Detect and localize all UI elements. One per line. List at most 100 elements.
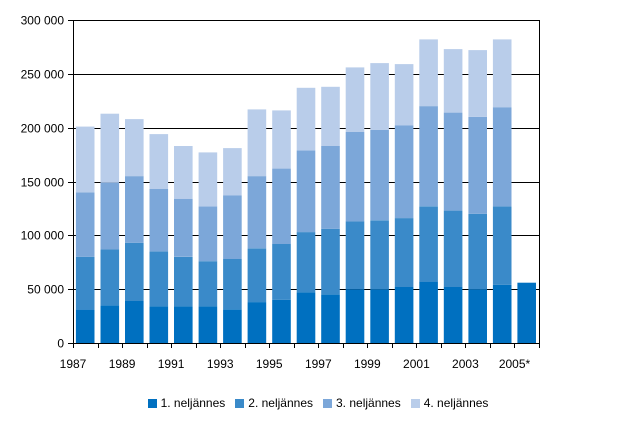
legend-item-q4: 4. neljännes [410,396,489,410]
bar-segment-1993-q4 [223,148,242,196]
bar-segment-1999-q2 [370,220,389,290]
bar-segment-1988-q4 [100,113,120,183]
y-tick-label: 50 000 [27,283,64,297]
bar-segment-1989-q3 [125,176,144,243]
x-tick-label: 1999 [354,357,381,371]
bar-segment-2001-q4 [419,39,438,107]
legend-item-q1: 1. neljännes [147,396,226,410]
bar-segment-1996-q3 [296,150,316,233]
bar-segment-1990-q2 [149,251,169,307]
legend-swatch [235,398,245,408]
bar-segment-1999-q1 [370,289,389,343]
bar-segment-1993-q2 [223,259,242,310]
bar-segment-1995-q4 [272,110,291,169]
x-tick-label: 1995 [256,357,283,371]
bar-segment-2002-q4 [443,49,463,113]
bars [75,39,536,343]
bar-segment-1990-q1 [149,306,169,343]
y-tick-label: 150 000 [21,176,65,190]
bar-segment-1991-q3 [174,198,193,257]
legend-swatch [323,398,332,408]
axes [68,20,540,348]
bar-segment-1987-q3 [75,192,95,257]
y-tick-label: 200 000 [21,122,65,136]
bar-segment-2004-q3 [492,107,512,207]
x-tick-label: 2005* [499,357,531,371]
bar-segment-1997-q3 [321,146,340,229]
bar-segment-2000-q1 [394,287,414,343]
bar-segment-2002-q1 [443,287,463,343]
bar-segment-2004-q4 [492,39,512,108]
x-tick-label: 1989 [109,357,136,371]
bar-segment-2000-q3 [394,125,414,219]
x-tick-label: 1987 [60,357,87,371]
bar-segment-2005-q1 [517,282,536,343]
bar-segment-2002-q3 [443,112,463,211]
bar-segment-1993-q3 [223,195,242,259]
x-tick-label: 2003 [452,357,479,371]
bar-segment-1998-q1 [345,289,365,343]
bar-segment-1995-q2 [272,243,291,300]
bar-segment-1998-q3 [345,132,365,222]
bar-segment-1991-q1 [174,306,193,343]
bar-segment-2003-q1 [468,289,487,343]
bar-segment-1996-q2 [296,232,316,293]
bar-segment-2001-q3 [419,106,438,207]
bar-segment-1987-q2 [75,256,95,310]
bar-segment-1993-q1 [223,309,242,343]
bar-segment-1996-q4 [296,87,316,151]
bar-segment-2004-q2 [492,206,512,285]
x-tick-labels: 1987 1989 1991 1993 1995 1997 1999 2001 2003 2005… [60,357,531,371]
bar-segment-1994-q4 [247,109,267,177]
bar-segment-1992-q4 [198,152,218,207]
bar-segment-1987-q1 [75,309,95,343]
bar-segment-2001-q2 [419,206,438,282]
bar-segment-1994-q1 [247,302,267,343]
legend-swatch [410,398,420,408]
bar-segment-1991-q4 [174,146,193,199]
bar-segment-1997-q1 [321,294,340,343]
bar-segment-2001-q1 [419,281,438,343]
bar-segment-2000-q4 [394,64,414,126]
bar-segment-1989-q1 [125,301,144,343]
bar-segment-2002-q2 [443,210,463,287]
bar-segment-1990-q3 [149,189,169,252]
bar-segment-1988-q1 [100,305,120,343]
bar-segment-1998-q2 [345,221,365,290]
bar-segment-1994-q2 [247,248,267,303]
y-tick-label: 100 000 [21,229,65,243]
legend-label: 2. neljännes [248,396,313,410]
bar-segment-2004-q1 [492,284,512,343]
bar-segment-1992-q3 [198,206,218,262]
x-tick-label: 1991 [158,357,185,371]
bar-segment-2003-q2 [468,213,487,290]
x-tick-label: 1993 [207,357,234,371]
y-tick-label: 0 [57,337,64,351]
y-tick-label: 300 000 [21,14,65,28]
bar-segment-2003-q4 [468,50,487,117]
y-tick-label: 250 000 [21,68,65,82]
legend-label: 3. neljännes [336,396,401,410]
bar-segment-1987-q4 [75,126,95,193]
bar-segment-1990-q4 [149,134,169,189]
bar-segment-1999-q4 [370,63,389,130]
bar-segment-1997-q4 [321,86,340,146]
bar-segment-1991-q2 [174,256,193,307]
legend-swatch [147,398,157,408]
legend: 1. neljännes 2. neljännes 3. neljännes 4. n… [0,396,636,410]
x-tick-label: 2001 [403,357,430,371]
bar-segment-1989-q2 [125,242,144,301]
bar-segment-1995-q3 [272,168,291,244]
bar-segment-1995-q1 [272,299,291,343]
legend-item-q3: 3. neljännes [323,396,401,410]
bar-segment-1992-q2 [198,261,218,307]
bar-segment-1997-q2 [321,228,340,295]
bar-segment-1992-q1 [198,306,218,343]
bar-segment-2000-q2 [394,218,414,287]
legend-label: 4. neljännes [423,396,489,410]
x-tick-label: 1997 [305,357,332,371]
bar-segment-1988-q2 [100,249,120,306]
bar-segment-1996-q1 [296,292,316,343]
legend-label: 1. neljännes [160,396,226,410]
